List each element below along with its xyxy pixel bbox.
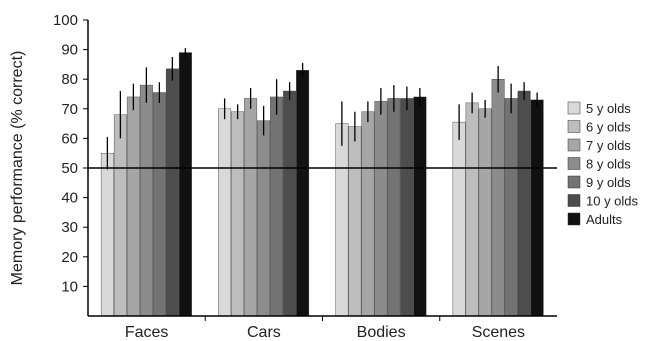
legend-label: 9 y olds (586, 175, 631, 190)
legend-swatch (567, 194, 581, 207)
bar (283, 90, 297, 317)
legend-swatch (567, 157, 581, 170)
bar (152, 92, 166, 317)
legend-swatch (567, 138, 581, 152)
legend-swatch (567, 175, 581, 189)
y-tick-label: 40 (61, 190, 78, 207)
bar (218, 108, 232, 317)
x-category-label: Scenes (472, 324, 525, 341)
x-category-label: Bodies (357, 324, 406, 341)
y-tick-label: 10 (61, 278, 78, 295)
y-tick-label: 50 (61, 160, 78, 177)
legend-label: Adults (586, 212, 623, 227)
y-tick-label: 80 (61, 71, 78, 88)
bar (517, 90, 531, 317)
legend-label: 7 y olds (586, 138, 631, 153)
bar (465, 102, 479, 317)
y-tick-label: 20 (61, 249, 78, 266)
bar (491, 78, 505, 317)
bars-group (100, 48, 544, 317)
y-tick-label: 100 (53, 12, 78, 29)
bar (113, 114, 127, 317)
legend-label: 6 y olds (586, 120, 631, 135)
bar (400, 98, 414, 317)
bar (257, 120, 271, 317)
bar (296, 70, 310, 317)
bar (504, 98, 518, 317)
bar (165, 68, 179, 317)
y-tick-label: 90 (61, 42, 78, 59)
bar (361, 111, 375, 317)
bar (270, 96, 284, 317)
y-tick-label: 70 (61, 101, 78, 118)
legend-label: 10 y olds (586, 194, 639, 209)
bar (348, 126, 362, 317)
bar (530, 99, 544, 317)
x-category-label: Faces (125, 324, 169, 341)
legend-swatch (567, 212, 581, 226)
bar (139, 84, 153, 317)
axes: 10 20 30 40 50 60 70 80 90 100 Faces Cars Bodies Scen… (53, 12, 557, 341)
legend-swatch (567, 101, 581, 115)
y-axis-title: Memory performance (% correct) (9, 51, 26, 286)
y-tick-label: 30 (61, 219, 78, 236)
bar (231, 111, 245, 317)
x-category-label: Cars (247, 324, 281, 341)
bar (452, 121, 466, 317)
bar (387, 98, 401, 317)
bar (178, 52, 192, 317)
bar (126, 96, 140, 317)
legend-label: 8 y olds (586, 157, 631, 172)
legend-label: 5 y olds (586, 101, 631, 116)
legend-swatch (567, 120, 581, 133)
bar (413, 96, 427, 317)
bar (100, 152, 114, 317)
bar (478, 108, 492, 317)
y-tick-label: 60 (61, 130, 78, 147)
legend: 5 y olds 6 y olds 7 y olds 8 y olds 9 y olds… (567, 101, 639, 227)
bar (244, 98, 258, 317)
bar (374, 101, 388, 317)
bar (335, 123, 349, 317)
